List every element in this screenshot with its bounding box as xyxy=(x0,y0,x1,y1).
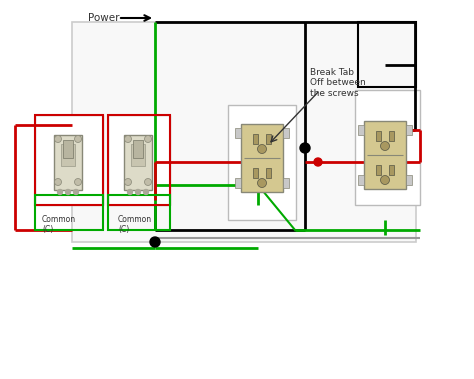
Circle shape xyxy=(125,179,131,185)
Bar xyxy=(54,135,82,190)
Circle shape xyxy=(381,175,390,185)
Bar xyxy=(266,134,271,144)
Bar xyxy=(61,144,75,166)
Bar xyxy=(72,22,416,242)
Bar xyxy=(406,125,412,135)
Text: Common
(C): Common (C) xyxy=(118,215,152,234)
Circle shape xyxy=(144,190,148,194)
Bar xyxy=(131,144,145,166)
Bar xyxy=(376,165,381,175)
Bar xyxy=(108,115,170,205)
Circle shape xyxy=(73,190,79,194)
Bar xyxy=(389,165,394,175)
Bar xyxy=(124,135,152,190)
Bar xyxy=(266,168,271,178)
Circle shape xyxy=(55,136,62,143)
Circle shape xyxy=(257,179,266,188)
Bar xyxy=(35,195,103,230)
Bar xyxy=(358,125,364,135)
Bar xyxy=(235,178,241,188)
Text: Common
(C): Common (C) xyxy=(42,215,76,234)
Bar xyxy=(358,175,364,185)
Bar xyxy=(253,168,258,178)
Circle shape xyxy=(55,179,62,185)
Circle shape xyxy=(314,158,322,166)
Bar xyxy=(228,105,296,220)
Circle shape xyxy=(128,190,133,194)
Circle shape xyxy=(145,136,152,143)
Bar xyxy=(358,22,416,87)
Circle shape xyxy=(136,190,140,194)
Bar xyxy=(133,140,143,158)
Bar xyxy=(355,90,420,205)
Bar xyxy=(241,124,283,192)
Bar xyxy=(108,195,170,230)
Bar xyxy=(108,115,170,205)
Circle shape xyxy=(125,136,131,143)
Bar xyxy=(376,131,381,141)
Circle shape xyxy=(253,180,263,190)
Circle shape xyxy=(57,190,63,194)
Circle shape xyxy=(74,179,82,185)
Circle shape xyxy=(150,237,160,247)
Bar xyxy=(235,128,241,138)
Bar xyxy=(389,131,394,141)
Circle shape xyxy=(74,136,82,143)
Circle shape xyxy=(381,141,390,150)
Text: Power: Power xyxy=(88,13,119,23)
Bar xyxy=(35,115,103,205)
Bar xyxy=(253,134,258,144)
Circle shape xyxy=(145,179,152,185)
Bar xyxy=(283,178,289,188)
Bar xyxy=(364,121,406,189)
Circle shape xyxy=(300,143,310,153)
Bar xyxy=(63,140,73,158)
Circle shape xyxy=(257,144,266,153)
Circle shape xyxy=(65,190,71,194)
Bar xyxy=(406,175,412,185)
Bar xyxy=(35,115,103,205)
Text: Break Tab
Off between
the screws: Break Tab Off between the screws xyxy=(310,68,366,98)
Bar xyxy=(283,128,289,138)
